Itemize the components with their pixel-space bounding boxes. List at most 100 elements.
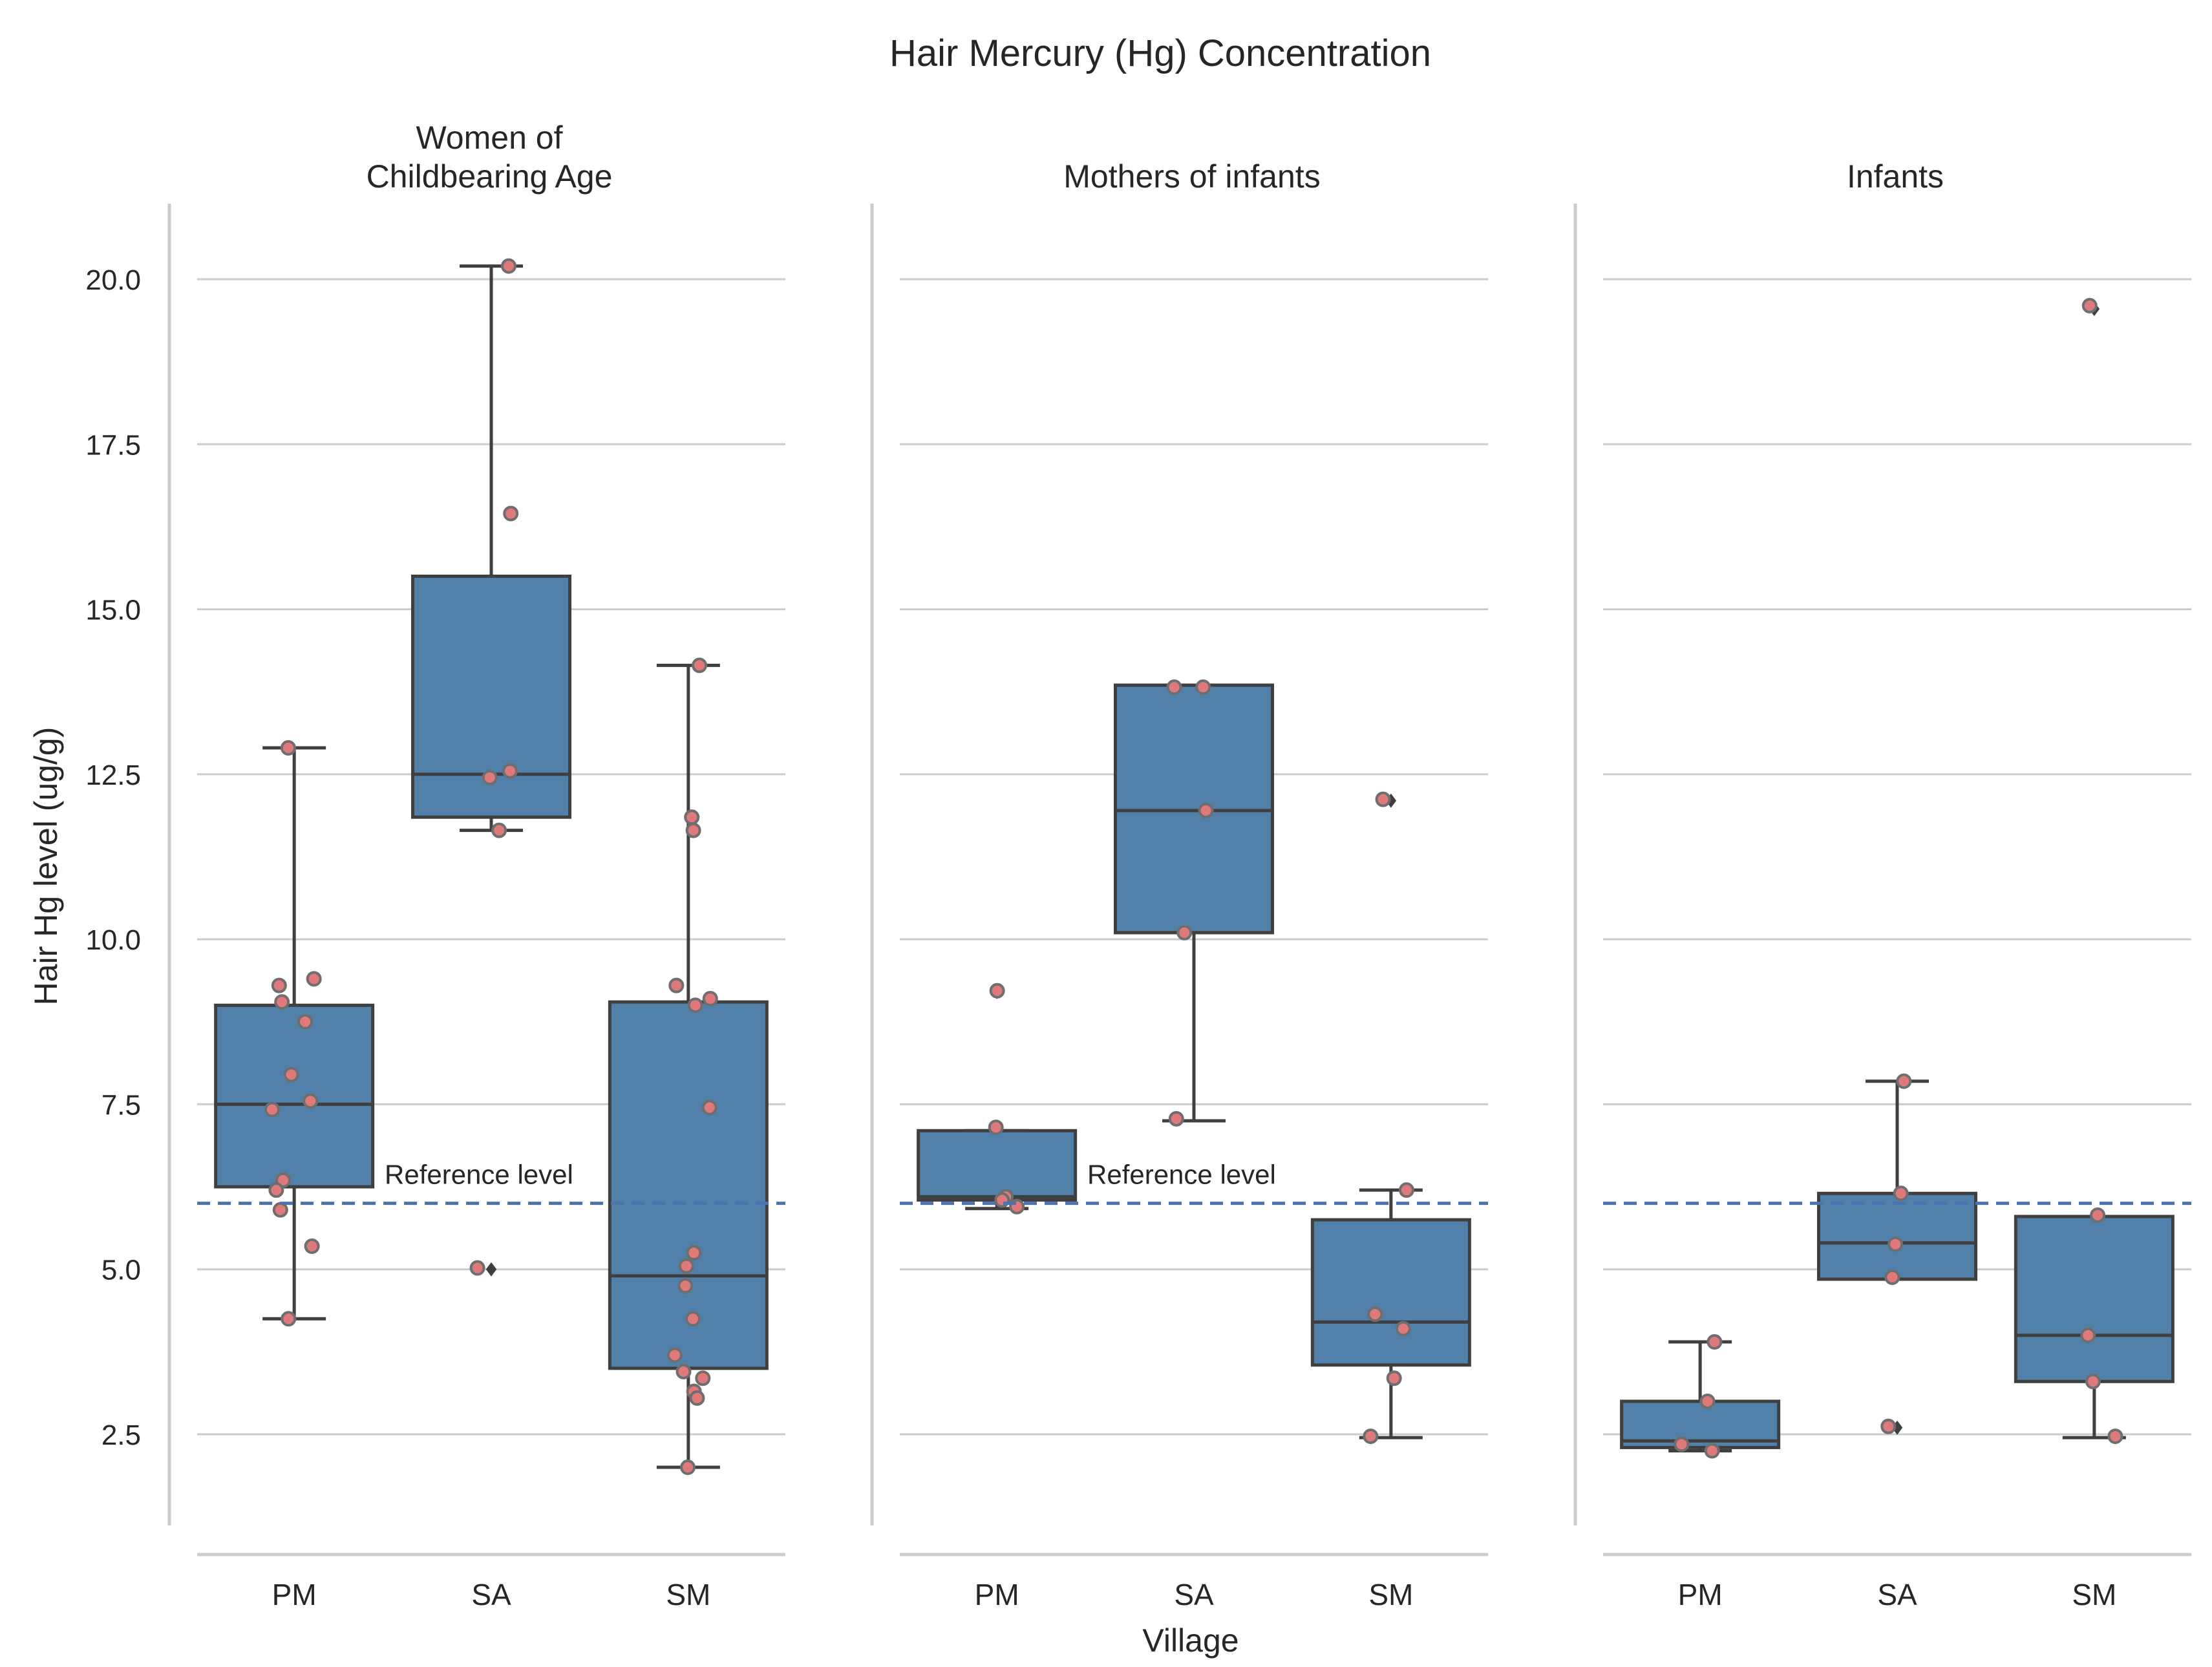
panel-1: 2.5 5.0 7.5 10.0 12.5 15.0 17.5 20.0 Women ofChi… (85, 120, 785, 1611)
data-point (306, 971, 322, 987)
data-point (482, 769, 498, 785)
panel-title: Women of (416, 120, 563, 156)
data-point (2090, 1207, 2106, 1223)
box-SM (608, 657, 769, 1476)
data-point (684, 809, 700, 825)
box-SA (1817, 1073, 1977, 1435)
y-tick-label: 7.5 (101, 1089, 141, 1121)
data-point (2107, 1428, 2123, 1445)
data-point (491, 822, 507, 838)
data-point (264, 1101, 280, 1118)
data-point (1176, 924, 1193, 940)
data-point (502, 763, 518, 779)
x-tick-label: SA (1877, 1578, 1917, 1611)
chart-panels: 2.5 5.0 7.5 10.0 12.5 15.0 17.5 20.0 Women ofChi… (85, 120, 2191, 1611)
x-tick-label: SM (1368, 1578, 1413, 1611)
data-point (1363, 1428, 1379, 1445)
data-point (271, 977, 287, 993)
data-point (503, 505, 519, 522)
data-point (268, 1182, 284, 1198)
reference-label: Reference level (1087, 1160, 1276, 1190)
box-SA (411, 258, 571, 1277)
data-point (304, 1238, 320, 1254)
data-point (469, 1260, 485, 1276)
data-point (1168, 1110, 1184, 1127)
y-tick-label: 2.5 (101, 1419, 141, 1451)
data-point (1398, 1182, 1414, 1198)
x-tick-label: SM (2072, 1578, 2116, 1611)
y-tick-label: 20.0 (85, 264, 141, 296)
data-point (1166, 679, 1182, 695)
x-tick-label: SM (666, 1578, 710, 1611)
x-tick-label: PM (272, 1578, 317, 1611)
data-point (685, 1311, 701, 1327)
panel-title: Mothers of infants (1063, 158, 1320, 195)
x-axis-label: Village (1142, 1622, 1239, 1659)
y-tick-label: 10.0 (85, 924, 141, 956)
data-point (678, 1258, 694, 1274)
panel-3: Infants PM SA SM (1573, 158, 2191, 1611)
outlier-marker (485, 1262, 497, 1277)
data-point (702, 991, 718, 1007)
data-point (283, 1067, 299, 1083)
data-point (2085, 1374, 2101, 1390)
data-point (303, 1093, 319, 1109)
chart-title: Hair Mercury (Hg) Concentration (889, 32, 1431, 74)
data-point (1674, 1436, 1690, 1452)
data-point (297, 1014, 314, 1030)
data-point (272, 1202, 288, 1218)
box-PM (214, 740, 375, 1327)
box-SM (2014, 297, 2175, 1445)
panel-title: Infants (1847, 158, 1944, 195)
data-point (1884, 1269, 1900, 1285)
data-point (1893, 1185, 1909, 1202)
data-point (1367, 1306, 1383, 1322)
data-point (2080, 1327, 2096, 1343)
y-tick-label: 17.5 (85, 429, 141, 461)
x-tick-label: SA (1174, 1578, 1214, 1611)
data-point (1704, 1443, 1720, 1459)
data-point (988, 1120, 1004, 1136)
data-point (1386, 1370, 1402, 1386)
data-point (1395, 1321, 1411, 1337)
x-tick-label: SA (471, 1578, 511, 1611)
box-body (214, 1003, 375, 1189)
data-point (1195, 679, 1211, 695)
data-point (666, 1347, 683, 1363)
data-point (692, 657, 708, 674)
data-point (695, 1370, 711, 1386)
y-tick-label: 5.0 (101, 1255, 141, 1286)
box-SM (1310, 791, 1471, 1445)
box-body (917, 1129, 1078, 1202)
y-tick-label: 15.0 (85, 595, 141, 626)
y-tick-label: 12.5 (85, 759, 141, 791)
reference-label: Reference level (385, 1160, 573, 1190)
data-point (1375, 791, 1391, 807)
data-point (1707, 1334, 1723, 1350)
data-point (989, 982, 1005, 999)
box-body (1114, 683, 1274, 935)
box-body (1310, 1218, 1471, 1367)
data-point (1699, 1393, 1716, 1409)
box-body (2014, 1215, 2175, 1383)
box-body (1817, 1191, 1977, 1281)
x-tick-label: PM (975, 1578, 1019, 1611)
box-body (608, 1000, 769, 1370)
data-point (685, 822, 701, 838)
data-point (701, 1099, 718, 1116)
data-point (1198, 803, 1214, 819)
data-point (2081, 297, 2098, 313)
data-point (675, 1363, 692, 1379)
data-point (677, 1278, 694, 1294)
x-tick-label: PM (1678, 1578, 1723, 1611)
data-point (689, 1390, 705, 1406)
data-point (680, 1460, 696, 1476)
box-PM (1620, 1334, 1781, 1459)
data-point (500, 258, 516, 274)
data-point (687, 997, 703, 1014)
data-point (1896, 1073, 1912, 1089)
data-point (1880, 1418, 1897, 1434)
data-point (668, 977, 685, 993)
data-point (281, 1311, 297, 1327)
